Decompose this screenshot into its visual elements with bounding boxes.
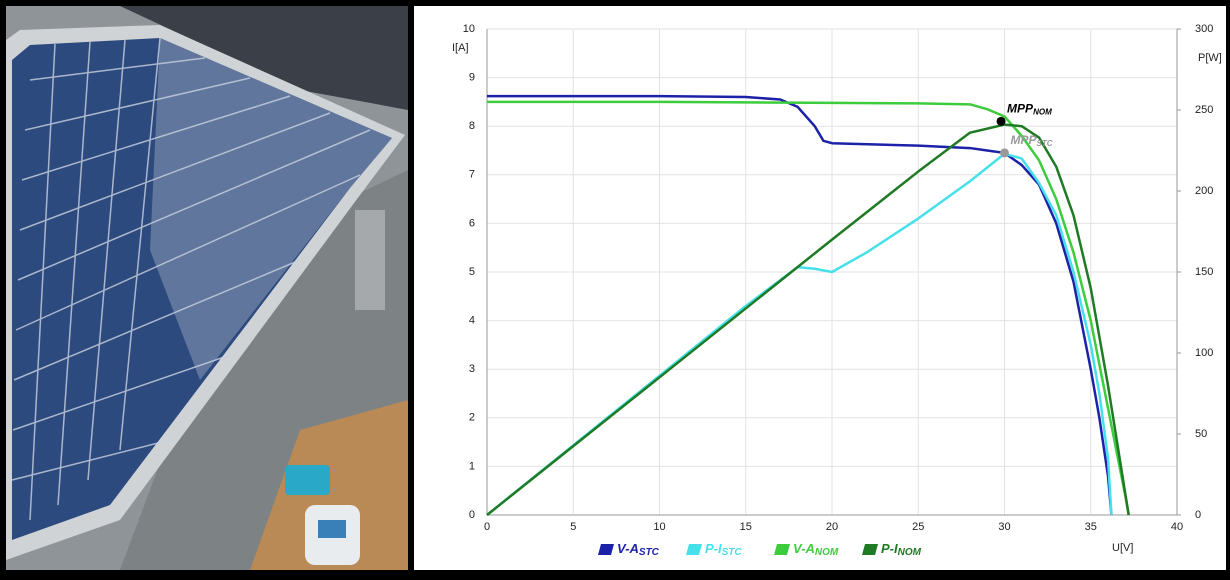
x-tick-label: 0 [484, 521, 490, 533]
legend-entry: P-ISTC [705, 541, 742, 557]
annotation: MPPSTC [1011, 133, 1053, 148]
legend-name: P-I [705, 541, 722, 556]
annotation-text: MPP [1011, 133, 1038, 147]
y2-tick-label: 200 [1195, 185, 1213, 197]
chart: 0 5 10 15 20 25 30 35 40012345678910050100150200… [452, 23, 1222, 558]
chart-background [414, 6, 1226, 570]
x-tick-label: 30 [998, 521, 1010, 533]
y2-tick-label: 300 [1195, 23, 1213, 35]
annotation: MPPNOM [1007, 102, 1052, 117]
y-tick-label: 4 [469, 315, 475, 327]
x-tick-label: 35 [1085, 521, 1097, 533]
series-line [487, 94, 1113, 516]
series-line [486, 152, 1113, 516]
legend-subscript: NOM [815, 547, 839, 558]
x-axis-label: U[V] [1112, 542, 1133, 554]
legend-subscript: STC [639, 547, 660, 558]
y2-tick-label: 250 [1195, 104, 1213, 116]
y-axis-label: I[A] [452, 42, 469, 54]
legend-subscript: NOM [898, 547, 922, 558]
x-tick-label: 20 [826, 521, 838, 533]
y2-tick-label: 150 [1195, 266, 1213, 278]
y-tick-label: 7 [469, 169, 475, 181]
annotation-subscript: STC [1037, 139, 1053, 148]
legend-entry: P-INOM [881, 541, 922, 557]
y2-tick-label: 100 [1195, 347, 1213, 359]
y-tick-label: 10 [463, 23, 475, 35]
y2-tick-label: 0 [1195, 509, 1201, 521]
y-tick-label: 6 [469, 217, 475, 229]
x-tick-label: 25 [912, 521, 924, 533]
annotation-text: MPP [1007, 102, 1034, 116]
x-tick-label: 10 [653, 521, 665, 533]
legend-swatch [686, 544, 702, 555]
legend-swatch [774, 544, 790, 555]
legend-name: V-A [617, 541, 639, 556]
y-tick-label: 3 [469, 363, 475, 375]
legend-subscript: STC [722, 547, 743, 558]
photo [6, 6, 408, 570]
legend-swatch [862, 544, 878, 555]
series-line [486, 123, 1130, 516]
legend-name: V-A [793, 541, 815, 556]
mpp-point [996, 116, 1006, 126]
y2-tick-label: 50 [1195, 428, 1207, 440]
y-tick-label: 0 [469, 509, 475, 521]
x-tick-label: 40 [1171, 521, 1183, 533]
legend-swatch [598, 544, 614, 555]
x-tick-label: 15 [740, 521, 752, 533]
legend-entry: V-ASTC [617, 541, 660, 557]
y-tick-label: 8 [469, 120, 475, 132]
y-tick-label: 1 [469, 460, 475, 472]
y2-axis-label: P[W] [1198, 52, 1222, 64]
y-tick-label: 5 [469, 266, 475, 278]
legend-entry: V-ANOM [793, 541, 839, 557]
y-tick-label: 2 [469, 412, 475, 424]
y-tick-label: 9 [469, 72, 475, 84]
x-tick-label: 5 [570, 521, 576, 533]
mpp-point [1000, 148, 1009, 158]
annotation-subscript: NOM [1033, 107, 1052, 116]
legend-name: P-I [881, 541, 898, 556]
